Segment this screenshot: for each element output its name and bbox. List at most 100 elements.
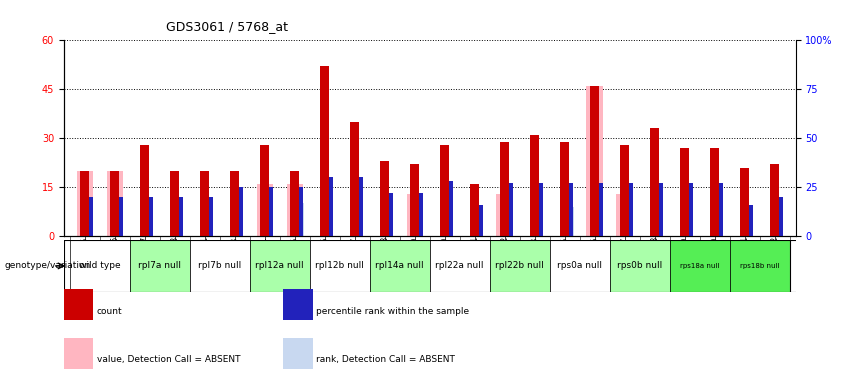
Text: rps18b null: rps18b null (740, 263, 780, 269)
Text: rpl7a null: rpl7a null (139, 262, 181, 270)
Bar (440, 145, 449, 236)
Bar (689, 183, 693, 236)
Text: GSM217748: GSM217748 (650, 237, 660, 283)
Bar (287, 184, 303, 236)
Text: rps0a null: rps0a null (557, 262, 603, 270)
Bar (140, 145, 149, 236)
Text: GSM217639: GSM217639 (410, 237, 420, 283)
Bar (620, 145, 629, 236)
Text: GSM217395: GSM217395 (80, 237, 89, 283)
Text: rpl14a null: rpl14a null (375, 262, 424, 270)
Text: GSM217641: GSM217641 (471, 237, 479, 283)
Text: GSM217745: GSM217745 (560, 237, 569, 283)
Bar (407, 194, 423, 236)
Bar (283, 289, 312, 320)
Bar (569, 183, 573, 236)
FancyBboxPatch shape (250, 240, 310, 292)
FancyBboxPatch shape (310, 240, 370, 292)
Text: GSM217633: GSM217633 (231, 237, 239, 283)
Bar (389, 193, 393, 236)
Text: GSM217752: GSM217752 (770, 237, 780, 283)
Text: GSM217621: GSM217621 (200, 237, 209, 282)
Text: GSM217640: GSM217640 (440, 237, 449, 283)
Text: rpl12a null: rpl12a null (255, 262, 304, 270)
Text: GSM217634: GSM217634 (260, 237, 269, 283)
Text: GSM217638: GSM217638 (380, 237, 389, 283)
FancyBboxPatch shape (729, 240, 790, 292)
Bar (449, 181, 453, 236)
Text: GSM217617: GSM217617 (140, 237, 149, 283)
Text: rpl22a null: rpl22a null (436, 262, 484, 270)
Bar (770, 164, 780, 236)
Text: GSM217750: GSM217750 (711, 237, 719, 283)
FancyBboxPatch shape (130, 240, 190, 292)
Bar (479, 205, 483, 236)
Bar (749, 205, 753, 236)
Text: rps0b null: rps0b null (617, 262, 662, 270)
Text: GSM217749: GSM217749 (680, 237, 689, 283)
Bar (239, 187, 243, 236)
FancyBboxPatch shape (190, 240, 250, 292)
Bar (283, 338, 312, 369)
FancyBboxPatch shape (609, 240, 670, 292)
Text: rank, Detection Call = ABSENT: rank, Detection Call = ABSENT (317, 355, 455, 364)
Bar (260, 145, 269, 236)
Bar (269, 187, 273, 236)
Bar (359, 177, 363, 236)
Bar (64, 338, 93, 369)
Bar (471, 184, 479, 236)
Bar (719, 183, 722, 236)
Bar (500, 142, 509, 236)
Text: wild type: wild type (79, 262, 121, 270)
Bar (711, 148, 719, 236)
Bar (299, 203, 304, 236)
Bar (740, 167, 749, 236)
Bar (77, 171, 93, 236)
Bar (660, 183, 663, 236)
Text: GSM217635: GSM217635 (290, 237, 300, 283)
Bar (231, 171, 239, 236)
Text: GSM217618: GSM217618 (170, 237, 180, 282)
Text: GDS3061 / 5768_at: GDS3061 / 5768_at (166, 20, 288, 33)
Bar (509, 183, 513, 236)
Text: GSM217636: GSM217636 (320, 237, 329, 283)
FancyBboxPatch shape (430, 240, 489, 292)
Bar (290, 171, 300, 236)
Bar (680, 148, 689, 236)
FancyBboxPatch shape (70, 240, 130, 292)
Text: rps18a null: rps18a null (680, 263, 719, 269)
Bar (64, 289, 93, 320)
Text: rpl12b null: rpl12b null (316, 262, 364, 270)
Bar (80, 171, 89, 236)
Text: value, Detection Call = ABSENT: value, Detection Call = ABSENT (97, 355, 240, 364)
Bar (629, 183, 633, 236)
Text: percentile rank within the sample: percentile rank within the sample (317, 307, 470, 316)
Bar (256, 184, 273, 236)
FancyBboxPatch shape (550, 240, 609, 292)
Bar (599, 183, 603, 236)
Bar (591, 86, 599, 236)
Text: count: count (97, 307, 123, 316)
Bar (170, 171, 180, 236)
Bar (300, 187, 303, 236)
Bar (420, 193, 423, 236)
Bar (380, 161, 389, 236)
Text: rpl7b null: rpl7b null (198, 262, 242, 270)
Bar (329, 177, 333, 236)
Bar (111, 171, 119, 236)
Bar (496, 194, 513, 236)
Text: GSM217637: GSM217637 (351, 237, 359, 283)
Bar (560, 142, 569, 236)
Text: rpl22b null: rpl22b null (495, 262, 544, 270)
Bar (106, 171, 123, 236)
Bar (650, 128, 660, 236)
Bar (149, 197, 153, 236)
Bar (180, 197, 183, 236)
Text: GSM217747: GSM217747 (620, 237, 629, 283)
Bar (89, 197, 93, 236)
FancyBboxPatch shape (670, 240, 729, 292)
FancyBboxPatch shape (489, 240, 550, 292)
Bar (530, 135, 540, 236)
Bar (320, 66, 329, 236)
Text: GSM217643: GSM217643 (530, 237, 540, 283)
